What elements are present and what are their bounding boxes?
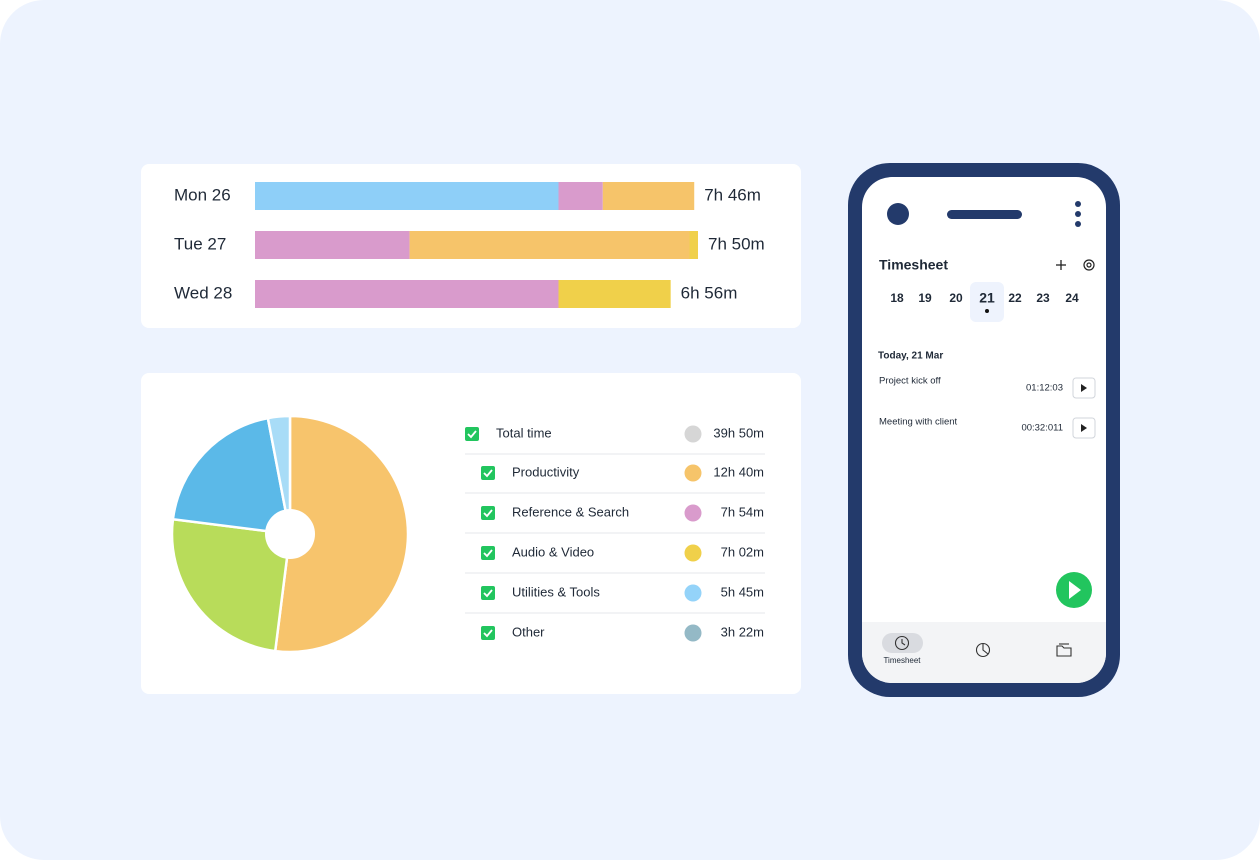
checkbox[interactable] xyxy=(481,466,495,480)
entry-play-icon xyxy=(1081,384,1087,392)
legend-swatch xyxy=(684,464,702,482)
day-label: Mon 26 xyxy=(174,185,231,204)
checkbox[interactable] xyxy=(465,427,479,441)
legend-time: 12h 40m xyxy=(713,464,764,479)
day-number[interactable]: 18 xyxy=(890,291,904,305)
speaker xyxy=(947,210,1022,219)
check-mark xyxy=(483,629,493,638)
legend-swatch xyxy=(684,425,702,443)
legend-time: 7h 02m xyxy=(721,544,764,559)
legend-time: 7h 54m xyxy=(721,504,764,519)
entry-duration: 00:32:011 xyxy=(1021,423,1063,434)
selected-dot xyxy=(985,309,989,313)
menu-icon[interactable] xyxy=(1075,201,1081,227)
entry-name: Project kick off xyxy=(879,376,941,387)
camera xyxy=(887,203,909,225)
nav-reports[interactable] xyxy=(975,642,991,658)
clock-icon xyxy=(894,635,910,651)
settings-icon[interactable] xyxy=(1083,259,1095,271)
bar-segment xyxy=(602,182,695,210)
bar-segment xyxy=(255,182,559,210)
entry-name: Meeting with client xyxy=(879,417,958,428)
pie-slice xyxy=(266,414,292,535)
nav-label: Timesheet xyxy=(883,656,921,665)
nav-projects[interactable] xyxy=(1056,643,1072,657)
legend-time: 5h 45m xyxy=(721,584,764,599)
pie-slice xyxy=(171,416,292,536)
phone-screen xyxy=(862,177,1106,683)
pie-slice xyxy=(273,414,410,654)
check-mark xyxy=(483,469,493,478)
legend-swatch xyxy=(684,584,702,602)
day-number[interactable]: 19 xyxy=(918,291,932,305)
bar-segment xyxy=(255,280,559,308)
legend-swatch xyxy=(684,624,702,642)
checkbox[interactable] xyxy=(481,546,495,560)
bar-segment xyxy=(409,231,690,259)
checkbox[interactable] xyxy=(481,506,495,520)
day-number[interactable]: 23 xyxy=(1036,291,1050,305)
legend-time: 39h 50m xyxy=(713,425,764,440)
check-mark xyxy=(483,549,493,558)
legend-label: Total time xyxy=(496,425,552,440)
day-number[interactable]: 20 xyxy=(949,291,963,305)
legend-label: Other xyxy=(512,624,545,639)
checkbox[interactable] xyxy=(481,586,495,600)
bar-segment xyxy=(558,280,671,308)
add-icon[interactable] xyxy=(1056,260,1066,270)
bar-segment xyxy=(558,182,603,210)
selected-day[interactable] xyxy=(970,282,1004,322)
check-mark xyxy=(483,509,493,518)
bar-segment xyxy=(255,231,410,259)
entry-duration: 01:12:03 xyxy=(1026,383,1063,394)
check-mark xyxy=(483,589,493,598)
legend-label: Reference & Search xyxy=(512,504,629,519)
pie-slice xyxy=(170,517,292,653)
legend-time: 3h 22m xyxy=(721,624,764,639)
legend-label: Productivity xyxy=(512,464,580,479)
day-number[interactable]: 22 xyxy=(1008,291,1022,305)
legend-swatch xyxy=(684,544,702,562)
start-icon xyxy=(1069,581,1081,599)
day-label: Tue 27 xyxy=(174,234,226,253)
day-total: 7h 46m xyxy=(704,185,761,204)
day-number[interactable]: 24 xyxy=(1065,291,1079,305)
bottom-nav xyxy=(862,622,1106,683)
entry-play-icon xyxy=(1081,424,1087,432)
day-label: Wed 28 xyxy=(174,283,232,302)
pie-hole xyxy=(265,509,315,559)
day-total: 7h 50m xyxy=(708,234,765,253)
phone-title: Timesheet xyxy=(879,257,948,273)
check-mark xyxy=(467,430,477,439)
date-heading: Today, 21 Mar xyxy=(878,351,943,362)
bar-segment xyxy=(689,231,698,259)
legend-swatch xyxy=(684,504,702,522)
legend-label: Utilities & Tools xyxy=(512,584,600,599)
day-number[interactable]: 21 xyxy=(979,290,995,306)
checkbox[interactable] xyxy=(481,626,495,640)
legend-label: Audio & Video xyxy=(512,544,594,559)
day-total: 6h 56m xyxy=(681,283,738,302)
